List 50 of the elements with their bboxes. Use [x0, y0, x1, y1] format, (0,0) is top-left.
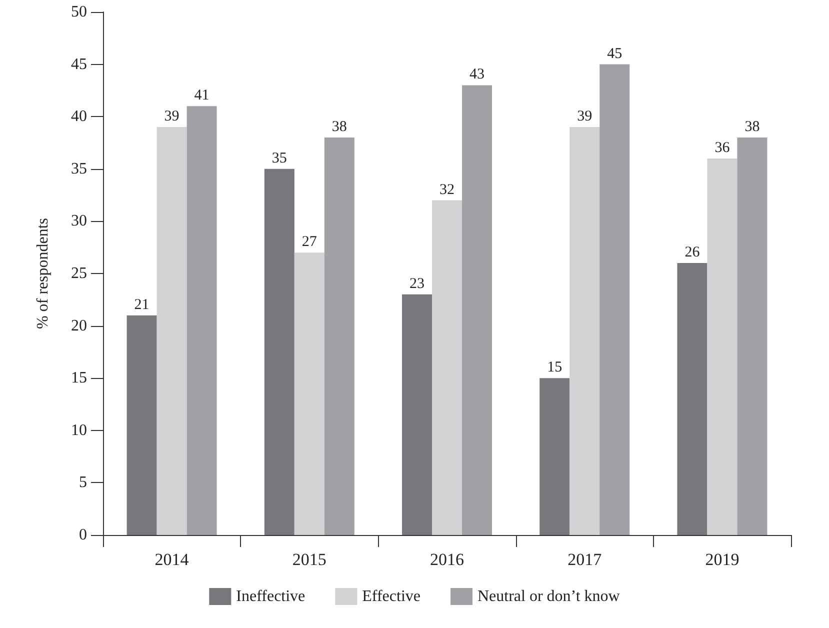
y-tick-label: 0 — [79, 526, 87, 544]
bar — [540, 378, 570, 535]
data-label: 38 — [744, 119, 760, 136]
data-label: 43 — [470, 66, 484, 83]
x-tick-label: 2015 — [292, 550, 326, 569]
bar — [600, 64, 630, 535]
x-tick-label: 2016 — [430, 550, 464, 569]
data-label: 15 — [547, 360, 562, 376]
y-tick-label: 50 — [71, 4, 87, 20]
y-tick-label: 15 — [71, 370, 87, 387]
data-label: 21 — [134, 296, 150, 313]
x-tick-label: 2017 — [568, 550, 602, 569]
data-label: 38 — [332, 119, 347, 136]
bar — [737, 138, 768, 535]
bar — [186, 106, 217, 535]
y-tick-label: 5 — [79, 474, 87, 492]
data-label: 39 — [577, 108, 592, 125]
y-tick-label: 10 — [71, 422, 87, 439]
y-tick-label: 20 — [71, 317, 87, 334]
bar — [126, 315, 157, 535]
data-label: 39 — [164, 108, 180, 125]
y-axis-title: % of respondents — [34, 218, 52, 330]
data-label: 45 — [607, 46, 622, 62]
data-label: 36 — [714, 140, 730, 156]
bar — [707, 158, 738, 535]
y-tick-label: 35 — [71, 160, 87, 178]
bar — [264, 168, 294, 535]
data-label: 26 — [684, 244, 700, 261]
bar — [294, 252, 324, 535]
legend-label: Effective — [362, 588, 420, 605]
y-tick-label: 25 — [71, 265, 87, 282]
bar — [570, 127, 600, 535]
bar — [402, 294, 432, 535]
bar — [677, 263, 708, 535]
data-label: 35 — [272, 150, 287, 166]
legend-label: Neutral or don’t know — [477, 588, 620, 605]
bar — [324, 138, 354, 535]
bar — [156, 127, 187, 535]
y-tick-label: 30 — [71, 212, 87, 230]
data-label: 27 — [302, 234, 318, 250]
data-label: 41 — [194, 88, 210, 104]
bar — [462, 85, 492, 535]
bar — [432, 200, 462, 535]
x-tick-label: 2014 — [154, 550, 190, 569]
x-tick-label: 2019 — [705, 550, 740, 569]
data-label: 23 — [410, 276, 424, 292]
data-label: 32 — [440, 182, 454, 198]
legend-label: Ineffective — [236, 588, 306, 605]
y-tick-label: 45 — [71, 56, 87, 73]
y-tick-label: 40 — [71, 108, 87, 126]
